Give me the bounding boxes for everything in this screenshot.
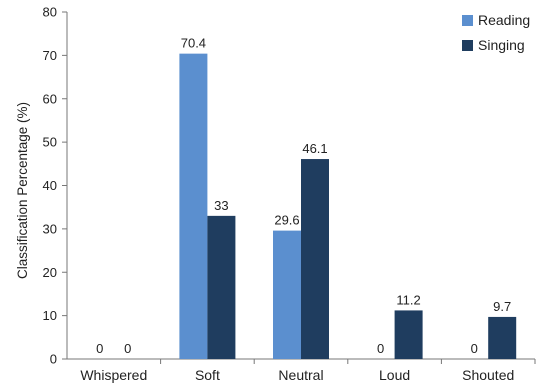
bar-reading — [273, 230, 301, 359]
data-label: 0 — [124, 341, 131, 356]
bar-singing — [394, 310, 423, 359]
y-tick-label: 60 — [43, 91, 57, 106]
y-tick-label: 80 — [43, 5, 57, 20]
bar-singing — [301, 159, 329, 359]
x-tick-label: Loud — [379, 367, 410, 383]
bar-singing — [207, 215, 236, 359]
data-label: 0 — [471, 341, 478, 356]
data-label: 11.2 — [396, 292, 420, 307]
legend-label-singing: Singing — [478, 37, 525, 53]
x-tick-label: Shouted — [462, 367, 514, 383]
bar-reading — [179, 53, 208, 359]
x-tick-label: Neutral — [278, 367, 323, 383]
y-tick-label: 50 — [43, 135, 57, 150]
bars — [179, 53, 517, 359]
y-tick-label: 70 — [43, 48, 57, 63]
y-tick-label: 40 — [43, 178, 57, 193]
data-labels: 0 0 70.4 33 29.6 46.1 0 11.2 0 9.7 — [96, 36, 511, 356]
data-label: 46.1 — [302, 141, 327, 156]
legend: Reading Singing — [462, 12, 530, 53]
data-label: 0 — [96, 341, 103, 356]
y-tick-label: 20 — [43, 265, 57, 280]
legend-label-reading: Reading — [478, 12, 530, 28]
y-tick-label: 30 — [43, 221, 57, 236]
data-label: 9.7 — [493, 299, 511, 314]
y-axis-title: Classification Percentage (%) — [15, 102, 30, 279]
legend-swatch-singing — [462, 40, 473, 51]
y-tick-label: 0 — [50, 352, 57, 367]
data-label: 33 — [214, 198, 228, 213]
x-tick-labels: Whispered Soft Neutral Loud Shouted — [80, 359, 536, 383]
legend-swatch-reading — [462, 15, 473, 26]
x-tick-label: Soft — [195, 367, 220, 383]
data-label: 70.4 — [181, 36, 206, 51]
y-ticks: 0 10 20 30 40 50 60 70 80 — [43, 5, 67, 367]
data-label: 29.6 — [274, 213, 299, 228]
bar-singing — [488, 316, 517, 359]
x-tick-label: Whispered — [80, 367, 147, 383]
data-label: 0 — [377, 341, 384, 356]
y-tick-label: 10 — [43, 308, 57, 323]
